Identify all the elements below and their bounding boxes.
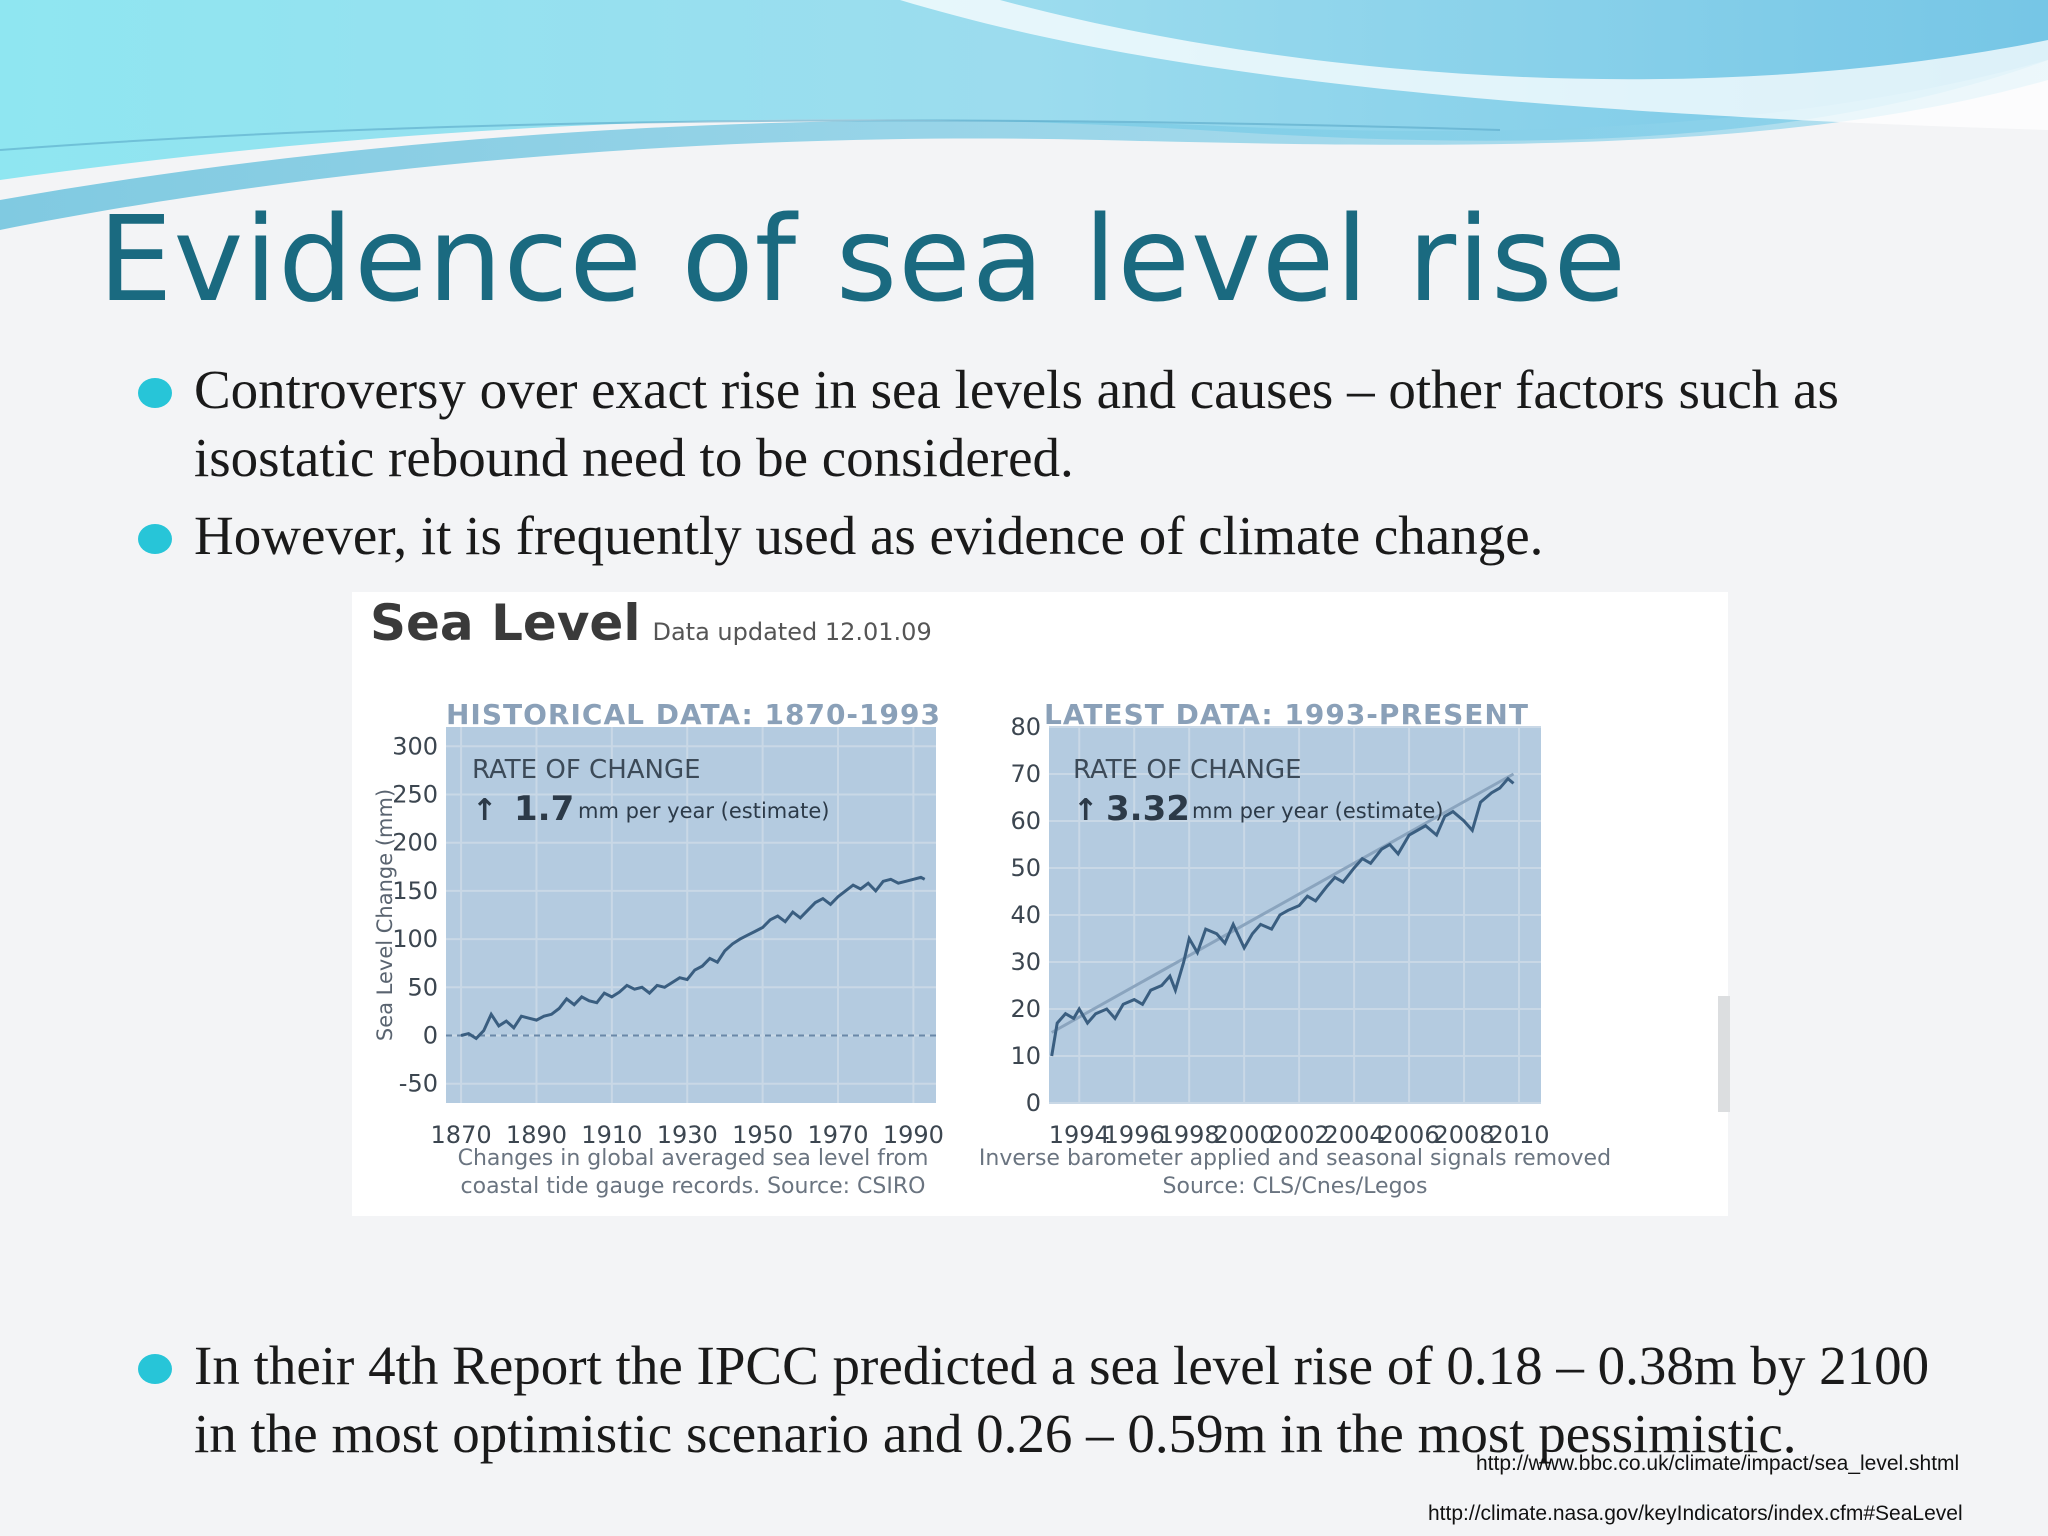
chart-2-caption: Inverse barometer applied and seasonal s… [979,1146,1611,1171]
chart-1-x-tick: 1890 [506,1121,567,1149]
chart-1-y-tick: 150 [392,877,438,905]
chart-2-title: LATEST DATA: 1993-PRESENT [1044,698,1529,731]
chart-1-rate-value: 1.7 [514,789,574,829]
chart-2-arrow-icon: ↑ [1073,793,1098,828]
chart-2-x-tick: 2004 [1324,1121,1385,1149]
figure-updated: Data updated 12.01.09 [652,618,932,646]
chart-2-rate-value: 3.32 [1106,789,1190,829]
chart-2-x-tick: 1996 [1104,1121,1165,1149]
chart-2-y-tick: 40 [1010,901,1041,929]
chart-2-x-tick: 1998 [1159,1121,1220,1149]
chart-1-plot-area [446,727,936,1103]
chart-2-x-tick: 2010 [1488,1121,1549,1149]
chart-2-rate-label: RATE OF CHANGE [1073,755,1302,785]
chart-1-title: HISTORICAL DATA: 1870-1993 [446,698,941,731]
chart-1-rate-unit: mm per year (estimate) [578,799,829,823]
bullet-text: In their 4th Report the IPCC predicted a… [194,1335,1930,1464]
chart-1-y-tick: 250 [392,780,438,808]
chart-2-y-tick: 80 [1010,713,1041,741]
scroll-marker [1718,996,1730,1112]
chart-1-x-tick: 1990 [883,1121,944,1149]
bullet-item: However, it is frequently used as eviden… [138,502,1918,570]
chart-2-y-tick: 30 [1010,948,1041,976]
chart-2-y-tick: 70 [1010,760,1041,788]
chart-1-arrow-icon: ↑ [472,793,497,828]
chart-1-x-tick: 1930 [657,1121,718,1149]
chart-1-caption: Changes in global averaged sea level fro… [458,1146,929,1171]
chart-2-y-tick: 0 [1026,1089,1041,1117]
chart-1-y-tick: 300 [392,732,438,760]
sea-level-charts: HISTORICAL DATA: 1870-1993 -500501001502… [373,698,1611,1199]
chart-1-series-line [460,875,926,1041]
slide-title: Evidence of sea level rise [98,190,1628,328]
chart-1-x-tick: 1910 [581,1121,642,1149]
header-wave-decoration [0,0,2048,230]
bullet-dot [138,524,172,554]
chart-1-ylabel: Sea Level Change (mm) [373,789,397,1041]
chart-1-x-tick: 1970 [807,1121,868,1149]
bullet-text: However, it is frequently used as eviden… [194,505,1544,566]
chart-1-caption: coastal tide gauge records. Source: CSIR… [461,1174,926,1199]
chart-1-y-tick: 0 [423,1022,438,1050]
chart-2-y-tick: 60 [1010,807,1041,835]
chart-2-rate-unit: mm per year (estimate) [1192,799,1443,823]
chart-2-series-line [1050,776,1515,1057]
chart-2-x-tick: 1994 [1049,1121,1110,1149]
figure-title: Sea Level [370,594,641,652]
chart-1-rate-label: RATE OF CHANGE [472,755,701,785]
bullet-text: Controversy over exact rise in sea level… [194,359,1839,488]
source-link-bbc[interactable]: http://www.bbc.co.uk/climate/impact/sea_… [1476,1452,1960,1475]
chart-1-y-tick: 200 [392,829,438,857]
chart-1-y-tick: -50 [399,1070,438,1098]
chart-1-x-tick: 1950 [732,1121,793,1149]
chart-2-y-tick: 10 [1010,1042,1041,1070]
figure-heading: Sea Level Data updated 12.01.09 [370,594,932,652]
bullet-item: In their 4th Report the IPCC predicted a… [138,1332,1938,1468]
chart-2-caption: Source: CLS/Cnes/Legos [1163,1174,1428,1199]
bullet-dot [138,378,172,408]
chart-2-x-tick: 2008 [1434,1121,1495,1149]
chart-1-y-tick: 100 [392,925,438,953]
bullet-item: Controversy over exact rise in sea level… [138,356,1918,492]
chart-1-x-tick: 1870 [431,1121,492,1149]
chart-2-y-tick: 20 [1010,995,1041,1023]
chart-2-x-tick: 2000 [1214,1121,1275,1149]
chart-2-y-tick: 50 [1010,854,1041,882]
chart-1-y-tick: 50 [407,973,438,1001]
chart-2-x-tick: 2006 [1379,1121,1440,1149]
source-link-nasa[interactable]: http://climate.nasa.gov/keyIndicators/in… [1428,1502,1963,1525]
chart-2-x-tick: 2002 [1269,1121,1330,1149]
bullet-dot [138,1354,172,1384]
chart-2-trend-line [1050,772,1515,1034]
